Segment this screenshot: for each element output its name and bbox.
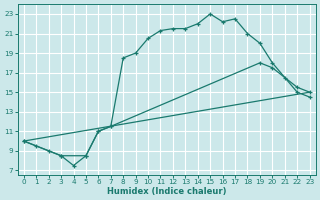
X-axis label: Humidex (Indice chaleur): Humidex (Indice chaleur): [107, 187, 227, 196]
